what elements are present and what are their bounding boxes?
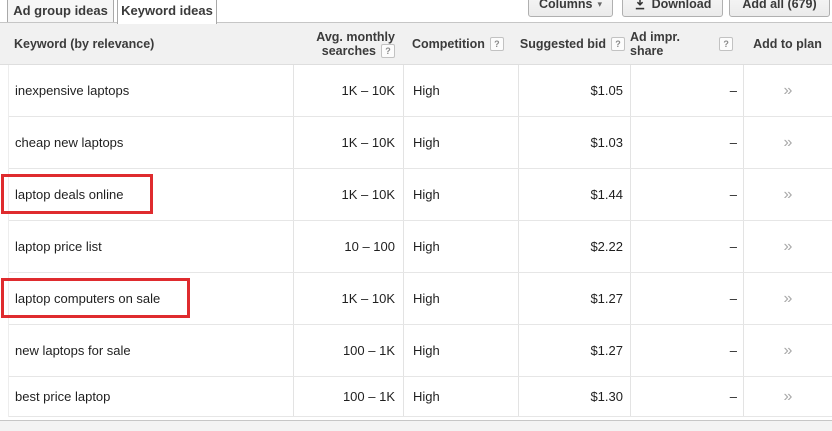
- keyword-cell: laptop price list: [9, 221, 293, 272]
- ad-impr-share-value: –: [630, 169, 743, 220]
- table-body: inexpensive laptops 1K – 10K High $1.05 …: [0, 65, 832, 417]
- keyword-cell: best price laptop: [9, 377, 293, 416]
- suggested-bid-value: $2.22: [518, 221, 630, 272]
- suggested-bid-value: $1.03: [518, 117, 630, 168]
- tab-strip: Ad group ideas Keyword ideas Columns ▾ D…: [0, 0, 832, 24]
- competition-value: High: [403, 65, 518, 116]
- table-row: best price laptop 100 – 1K High $1.30 – …: [9, 377, 832, 417]
- keyword-cell: cheap new laptops: [9, 117, 293, 168]
- table-row: new laptops for sale 100 – 1K High $1.27…: [9, 325, 832, 377]
- add-to-plan-cell: »: [743, 221, 832, 272]
- bottom-strip: [0, 420, 832, 431]
- keyword-cell: inexpensive laptops: [9, 65, 293, 116]
- add-to-plan-button[interactable]: »: [783, 289, 793, 307]
- help-icon[interactable]: ?: [719, 36, 733, 51]
- table-row: inexpensive laptops 1K – 10K High $1.05 …: [9, 65, 832, 117]
- header-keyword: Keyword (by relevance): [14, 36, 155, 51]
- keyword-text: new laptops for sale: [15, 343, 131, 358]
- tab-strip-divider: [0, 22, 832, 23]
- header-add-to-plan: Add to plan: [753, 36, 822, 51]
- add-to-plan-cell: »: [743, 169, 832, 220]
- keyword-cell: laptop deals online: [0, 169, 293, 220]
- tab-keyword-ideas[interactable]: Keyword ideas: [117, 0, 217, 24]
- help-icon[interactable]: ?: [611, 36, 625, 51]
- header-avg-monthly-searches: Avg. monthly searches?: [316, 29, 395, 58]
- header-suggested-bid: Suggested bid ?: [518, 23, 630, 64]
- keyword-text: cheap new laptops: [15, 135, 124, 150]
- header-ad-impr-share: Ad impr. share ?: [630, 23, 743, 64]
- add-to-plan-cell: »: [743, 377, 832, 416]
- keyword-text: inexpensive laptops: [15, 83, 130, 98]
- header-competition: Competition ?: [403, 23, 518, 64]
- competition-value: High: [403, 221, 518, 272]
- add-to-plan-cell: »: [743, 273, 832, 324]
- keyword-cell: new laptops for sale: [9, 325, 293, 376]
- suggested-bid-value: $1.30: [518, 377, 630, 416]
- download-button-label: Download: [651, 0, 712, 11]
- download-button[interactable]: Download: [622, 0, 723, 17]
- table-row: cheap new laptops 1K – 10K High $1.03 – …: [9, 117, 832, 169]
- chevron-down-icon: ▾: [597, 0, 602, 9]
- table-row: laptop deals online 1K – 10K High $1.44 …: [0, 169, 832, 221]
- add-to-plan-button[interactable]: »: [783, 341, 793, 359]
- add-to-plan-button[interactable]: »: [783, 185, 793, 203]
- suggested-bid-value: $1.44: [518, 169, 630, 220]
- ad-impr-share-value: –: [630, 273, 743, 324]
- competition-value: High: [403, 117, 518, 168]
- ad-impr-share-value: –: [630, 65, 743, 116]
- ad-impr-share-value: –: [630, 117, 743, 168]
- add-to-plan-cell: »: [743, 325, 832, 376]
- avg-monthly-searches-value: 1K – 10K: [293, 169, 403, 220]
- ad-impr-share-value: –: [630, 377, 743, 416]
- add-to-plan-cell: »: [743, 117, 832, 168]
- avg-monthly-searches-value: 100 – 1K: [293, 377, 403, 416]
- table-row: laptop computers on sale 1K – 10K High $…: [0, 273, 832, 325]
- avg-monthly-searches-value: 10 – 100: [293, 221, 403, 272]
- add-to-plan-button[interactable]: »: [783, 387, 793, 405]
- ad-impr-share-value: –: [630, 221, 743, 272]
- columns-button-label: Columns: [538, 0, 593, 11]
- keyword-text: laptop deals online: [0, 174, 154, 214]
- help-icon[interactable]: ?: [381, 43, 395, 58]
- add-all-button-label: Add all (679): [742, 0, 817, 11]
- competition-value: High: [403, 377, 518, 416]
- table-row: laptop price list 10 – 100 High $2.22 – …: [9, 221, 832, 273]
- tab-ad-group-ideas[interactable]: Ad group ideas: [7, 0, 114, 22]
- avg-monthly-searches-value: 100 – 1K: [293, 325, 403, 376]
- table-header: Keyword (by relevance) Avg. monthly sear…: [0, 23, 832, 65]
- add-to-plan-button[interactable]: »: [783, 133, 793, 151]
- suggested-bid-value: $1.05: [518, 65, 630, 116]
- competition-value: High: [403, 325, 518, 376]
- competition-value: High: [403, 169, 518, 220]
- avg-monthly-searches-value: 1K – 10K: [293, 117, 403, 168]
- add-to-plan-cell: »: [743, 65, 832, 116]
- keyword-cell: laptop computers on sale: [0, 273, 293, 324]
- bottom-gap: [0, 417, 832, 420]
- suggested-bid-value: $1.27: [518, 273, 630, 324]
- columns-button[interactable]: Columns ▾: [528, 0, 613, 17]
- competition-value: High: [403, 273, 518, 324]
- keyword-text: laptop computers on sale: [0, 278, 191, 318]
- add-all-button[interactable]: Add all (679): [729, 0, 830, 17]
- ad-impr-share-value: –: [630, 325, 743, 376]
- suggested-bid-value: $1.27: [518, 325, 630, 376]
- add-to-plan-button[interactable]: »: [783, 81, 793, 99]
- help-icon[interactable]: ?: [489, 36, 504, 51]
- keyword-text: laptop price list: [15, 239, 102, 254]
- add-to-plan-button[interactable]: »: [783, 237, 793, 255]
- download-icon: [635, 0, 644, 10]
- avg-monthly-searches-value: 1K – 10K: [293, 273, 403, 324]
- avg-monthly-searches-value: 1K – 10K: [293, 65, 403, 116]
- keyword-text: best price laptop: [15, 389, 111, 404]
